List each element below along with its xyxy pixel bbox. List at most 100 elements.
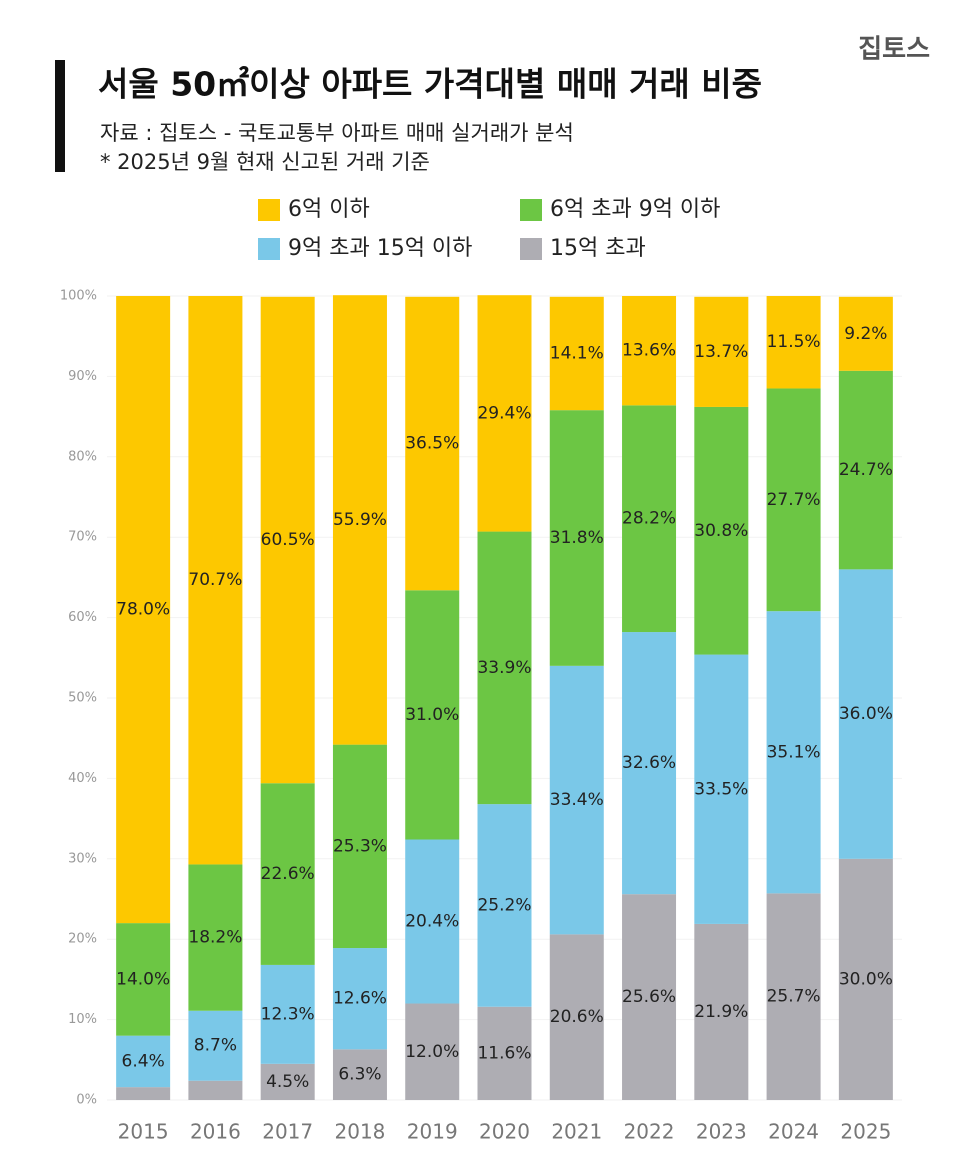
- x-tick-label: 2018: [335, 1120, 386, 1144]
- data-label: 13.7%: [694, 342, 748, 362]
- bar-segment: [188, 1080, 243, 1100]
- x-tick-label: 2023: [696, 1120, 747, 1144]
- y-tick-label: 60%: [68, 610, 97, 625]
- data-label: 35.1%: [767, 742, 821, 762]
- title-accent: [55, 60, 65, 172]
- bar-segment: [260, 783, 315, 965]
- data-label: 12.0%: [405, 1042, 459, 1062]
- x-tick-label: 2019: [407, 1120, 458, 1144]
- data-label: 29.4%: [477, 403, 531, 423]
- x-tick-label: 2020: [479, 1120, 530, 1144]
- x-tick-label: 2021: [551, 1120, 602, 1144]
- bar-segment: [116, 1035, 171, 1088]
- bar-segment: [766, 611, 821, 894]
- data-label: 6.4%: [122, 1051, 165, 1071]
- data-label: 25.6%: [622, 987, 676, 1007]
- y-tick-label: 70%: [68, 530, 97, 545]
- bar-segment: [838, 370, 893, 570]
- data-label: 21.9%: [694, 1002, 748, 1022]
- x-tick-label: 2017: [262, 1120, 313, 1144]
- data-label: 30.0%: [839, 969, 893, 989]
- bar-segment: [116, 296, 171, 924]
- data-label: 27.7%: [767, 490, 821, 510]
- data-label: 14.0%: [116, 969, 170, 989]
- bar-segment: [332, 295, 387, 745]
- bar-segment: [622, 632, 677, 895]
- data-label: 20.4%: [405, 912, 459, 932]
- bar-segment: [766, 388, 821, 612]
- bar-segment: [332, 948, 387, 1050]
- bar-segment: [477, 804, 532, 1007]
- bar-segment: [694, 296, 749, 407]
- data-label: 25.3%: [333, 836, 387, 856]
- bar-segment: [332, 744, 387, 949]
- legend-label: 15억 초과: [550, 236, 646, 261]
- data-label: 25.7%: [767, 987, 821, 1007]
- y-tick-label: 10%: [68, 1012, 97, 1027]
- bar-segment: [838, 296, 893, 371]
- data-label: 11.5%: [767, 332, 821, 352]
- legend-swatch: [258, 199, 280, 221]
- legend-swatch: [258, 238, 280, 260]
- subtitle: 자료 : 집토스 - 국토교통부 아파트 매매 실거래가 분석: [100, 121, 574, 145]
- data-label: 30.8%: [694, 521, 748, 541]
- y-tick-label: 40%: [68, 771, 97, 786]
- x-tick-label: 2022: [624, 1120, 675, 1144]
- data-label: 36.0%: [839, 704, 893, 724]
- brand: 집토스: [858, 35, 930, 65]
- data-label: 31.0%: [405, 705, 459, 725]
- y-tick-label: 100%: [60, 289, 97, 304]
- bar-segment: [188, 864, 243, 1011]
- bar-segment: [549, 934, 604, 1100]
- bar-segment: [766, 296, 821, 389]
- data-label: 55.9%: [333, 510, 387, 530]
- bar-segment: [549, 410, 604, 666]
- data-label: 18.2%: [188, 928, 242, 948]
- legend-swatch: [520, 238, 542, 260]
- bar-segment: [694, 923, 749, 1100]
- bar-segment: [260, 296, 315, 784]
- data-label: 33.9%: [477, 658, 531, 678]
- bar-segment: [622, 894, 677, 1100]
- bar-segment: [116, 923, 171, 1036]
- legend-swatch: [520, 199, 542, 221]
- bar-segment: [549, 665, 604, 935]
- x-tick-label: 2024: [768, 1120, 819, 1144]
- data-label: 33.5%: [694, 779, 748, 799]
- data-label: 20.6%: [550, 1007, 604, 1027]
- data-label: 31.8%: [550, 528, 604, 548]
- bar-segment: [766, 893, 821, 1100]
- data-label: 78.0%: [116, 600, 170, 620]
- y-tick-label: 20%: [68, 932, 97, 947]
- bar-segment: [622, 405, 677, 633]
- bar-segment: [477, 531, 532, 805]
- bar-segment: [405, 296, 460, 591]
- data-label: 12.6%: [333, 989, 387, 1009]
- data-label: 24.7%: [839, 460, 893, 480]
- x-tick-label: 2016: [190, 1120, 241, 1144]
- bar-segment: [260, 964, 315, 1064]
- bar-segment: [332, 1049, 387, 1100]
- subtitle: * 2025년 9월 현재 신고된 거래 기준: [100, 150, 430, 174]
- data-label: 25.2%: [477, 895, 531, 915]
- x-tick-label: 2025: [840, 1120, 891, 1144]
- data-label: 60.5%: [261, 530, 315, 550]
- x-tick-label: 2015: [118, 1120, 169, 1144]
- y-tick-label: 90%: [68, 369, 97, 384]
- data-label: 33.4%: [550, 790, 604, 810]
- bar-segment: [116, 1087, 171, 1100]
- data-label: 13.6%: [622, 341, 676, 361]
- legend-label: 6억 이하: [288, 197, 370, 222]
- bar-segment: [694, 406, 749, 655]
- bar-segment: [838, 858, 893, 1100]
- legend-label: 9억 초과 15억 이하: [288, 236, 472, 261]
- data-label: 22.6%: [261, 864, 315, 884]
- data-label: 36.5%: [405, 434, 459, 454]
- y-tick-label: 30%: [68, 851, 97, 866]
- data-label: 12.3%: [261, 1004, 315, 1024]
- bar-segment: [694, 654, 749, 924]
- bar-segment: [477, 1006, 532, 1100]
- y-tick-label: 80%: [68, 449, 97, 464]
- bar-segment: [260, 1063, 315, 1100]
